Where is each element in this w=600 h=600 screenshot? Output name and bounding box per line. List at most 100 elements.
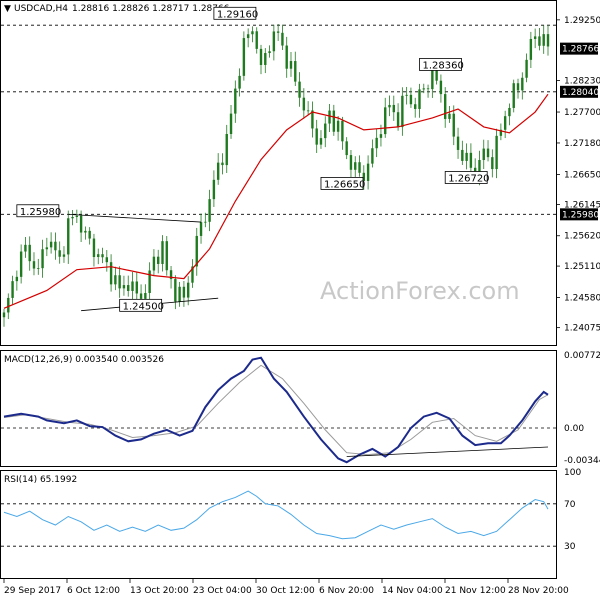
candle-6 — [28, 236, 31, 271]
candle-123 — [529, 31, 533, 68]
candle-24 — [105, 250, 109, 272]
candle-82 — [354, 156, 357, 179]
rsi-panel[interactable] — [0, 470, 557, 579]
ohlc-label: 1.28816 1.28826 1.28717 1.28766 — [72, 4, 230, 14]
annotation-1.26720: 1.26720 — [444, 171, 490, 184]
candle-13 — [58, 241, 61, 264]
candle-89 — [384, 97, 387, 138]
candle-34 — [148, 262, 151, 301]
candle-25 — [109, 254, 113, 292]
candle-77 — [332, 104, 336, 136]
candle-15 — [67, 210, 70, 264]
annotation-1.24500: 1.24500 — [119, 298, 164, 312]
svg-text:1.26720: 1.26720 — [448, 173, 489, 184]
candle-29 — [127, 275, 130, 297]
rsi-lines — [1, 490, 556, 547]
rsi-tick-70: 70 — [564, 500, 576, 510]
candle-26 — [114, 266, 117, 291]
candle-66 — [285, 36, 288, 78]
x-tick-7: 21 Nov 12:00 — [445, 586, 506, 596]
candle-94 — [405, 86, 408, 105]
price-tick-1.28230: 1.28230 — [564, 77, 600, 87]
candle-103 — [443, 87, 447, 128]
price-tick-1.25110: 1.25110 — [564, 262, 600, 272]
candle-113 — [486, 140, 490, 162]
candle-59 — [255, 27, 258, 54]
rsi-tick-30: 30 — [564, 542, 576, 552]
rsi-y-axis: 100 70 30 — [564, 468, 581, 552]
annotation-1.28360: 1.28360 — [419, 58, 464, 71]
candle-54 — [234, 80, 237, 123]
candle-107 — [461, 140, 464, 165]
candle-51 — [221, 153, 224, 175]
candle-0 — [2, 308, 6, 327]
macd-lines — [1, 356, 556, 464]
candle-74 — [319, 130, 323, 149]
candle-27 — [118, 266, 121, 298]
candle-46 — [199, 213, 203, 244]
svg-text:1.25980: 1.25980 — [20, 207, 61, 218]
candle-95 — [409, 87, 413, 108]
candle-104 — [448, 106, 451, 123]
candle-92 — [396, 103, 400, 131]
candle-81 — [349, 149, 353, 179]
candle-3 — [15, 270, 19, 291]
candle-71 — [306, 101, 310, 115]
x-tick-3: 23 Oct 04:00 — [193, 586, 252, 596]
candle-73 — [315, 119, 318, 153]
rsi-tick-100: 100 — [564, 468, 581, 478]
candle-58 — [251, 26, 254, 43]
candle-62 — [268, 45, 271, 58]
candle-19 — [84, 226, 87, 240]
candle-125 — [538, 27, 541, 51]
candle-114 — [491, 149, 494, 178]
candle-53 — [229, 104, 233, 139]
price-panel[interactable] — [0, 0, 557, 346]
candle-8 — [37, 258, 40, 275]
moving-average-line — [3, 93, 549, 309]
candle-124 — [533, 28, 537, 49]
candle-112 — [482, 139, 485, 170]
candle-83 — [358, 155, 361, 177]
candle-98 — [422, 83, 425, 94]
candle-126 — [542, 25, 545, 54]
macd-panel[interactable] — [0, 350, 557, 467]
candle-50 — [216, 153, 220, 185]
candle-30 — [131, 271, 134, 301]
macd-tick-0: 0.007728 — [564, 351, 600, 361]
annotation-1.25980: 1.25980 — [16, 204, 61, 218]
candle-69 — [298, 72, 301, 107]
candle-105 — [452, 105, 455, 146]
price-tag-1.28766: 1.28766 — [560, 42, 599, 55]
x-tick-2: 13 Oct 20:00 — [130, 586, 189, 596]
candle-5 — [24, 237, 27, 258]
x-tick-4: 30 Oct 12:00 — [256, 586, 315, 596]
candle-2 — [11, 275, 14, 305]
candle-96 — [414, 97, 417, 118]
candle-87 — [375, 128, 378, 158]
candle-85 — [366, 155, 370, 190]
annotation-1.26650: 1.26650 — [320, 177, 365, 190]
candle-102 — [439, 74, 443, 103]
candle-10 — [45, 237, 49, 257]
svg-text:1.25980: 1.25980 — [562, 210, 599, 220]
price-tick-1.24075: 1.24075 — [564, 324, 600, 334]
svg-text:1.29160: 1.29160 — [217, 9, 258, 20]
symbol-label: USDCAD,H4 — [14, 4, 68, 14]
candle-12 — [54, 232, 57, 260]
candle-99 — [426, 84, 430, 98]
watermark: ActionForex.com — [320, 277, 520, 305]
candle-90 — [388, 95, 391, 117]
candle-117 — [503, 110, 507, 139]
collapse-icon[interactable]: ▼ — [4, 4, 11, 14]
candle-119 — [512, 79, 515, 113]
candle-115 — [495, 128, 498, 179]
x-tick-0: 29 Sep 2017 — [4, 586, 61, 596]
svg-text:1.28360: 1.28360 — [422, 60, 463, 71]
candle-22 — [97, 248, 100, 265]
price-tag-1.25980: 1.25980 — [560, 208, 599, 221]
time-x-axis: 29 Sep 2017 6 Oct 12:00 13 Oct 20:00 23 Oct… — [3, 579, 569, 596]
price-annotations: 1.29160 1.28360 1.25980 1.26650 1.26720 1.245… — [16, 6, 490, 312]
candle-44 — [191, 259, 194, 288]
candle-57 — [246, 28, 250, 48]
